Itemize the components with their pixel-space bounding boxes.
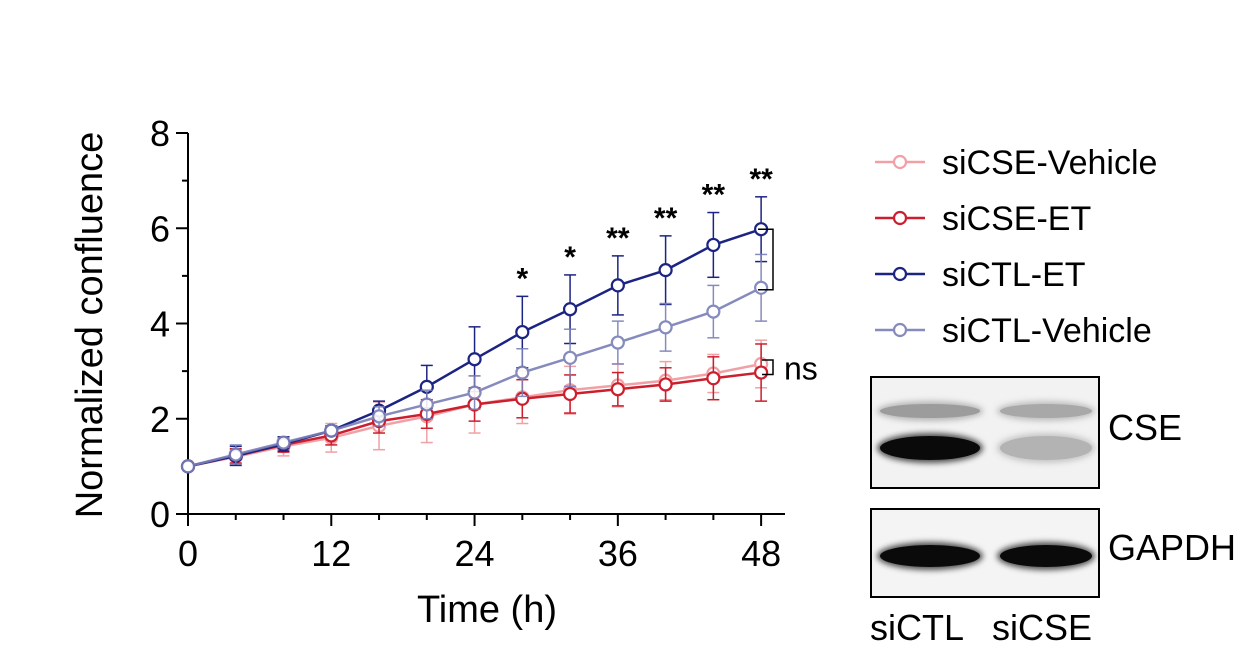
data-point <box>706 371 721 386</box>
western-blot-gapdh <box>870 508 1100 598</box>
bracket-upper <box>758 228 774 291</box>
data-point <box>371 409 387 424</box>
blot-band <box>880 404 980 418</box>
legend-marker <box>892 154 908 170</box>
data-point <box>754 365 769 380</box>
data-point <box>562 386 578 402</box>
lane-label-sicse: siCSE <box>992 607 1093 648</box>
blot-band <box>1000 436 1092 460</box>
legend-label: siCTL-Vehicle <box>942 312 1152 350</box>
y-tick-label: 4 <box>150 304 170 345</box>
western-blot-cse <box>870 376 1100 489</box>
data-point <box>228 447 243 462</box>
legend-item <box>875 210 925 226</box>
data-point <box>610 278 625 293</box>
x-tick-label: 48 <box>741 533 781 574</box>
y-tick-label: 2 <box>150 399 170 440</box>
blot-label-gapdh: GAPDH <box>1108 527 1237 568</box>
x-tick-label: 12 <box>311 533 351 574</box>
significance-marker: * <box>564 241 576 274</box>
legend-marker <box>892 322 908 338</box>
data-point <box>562 350 578 365</box>
significance-marker: ** <box>702 179 726 212</box>
data-point <box>467 385 482 400</box>
data-point <box>419 397 434 412</box>
legend-item <box>875 266 925 282</box>
blot-band <box>880 545 980 567</box>
legend-marker <box>892 210 908 226</box>
y-axis-label: Normalized confluence <box>69 132 111 519</box>
x-tick-label: 36 <box>598 533 638 574</box>
bracket-ns <box>762 359 774 376</box>
legend-marker <box>892 266 908 282</box>
y-tick-label: 6 <box>150 208 170 249</box>
significance-marker: * <box>516 262 528 295</box>
data-point <box>515 365 530 380</box>
legend-label: siCSE-Vehicle <box>942 144 1157 182</box>
data-point <box>754 280 769 295</box>
data-point <box>706 304 721 319</box>
blot-band <box>1000 404 1092 418</box>
blot-band <box>880 436 980 460</box>
x-tick-label: 0 <box>178 533 198 574</box>
legend-label: siCTL-ET <box>942 256 1086 294</box>
legend-label: siCSE-ET <box>942 200 1091 238</box>
series-sictl-vehicle <box>180 253 769 474</box>
significance-marker: ** <box>749 163 773 196</box>
lane-label-sictl: siCTL <box>870 607 965 648</box>
data-point <box>562 302 578 317</box>
y-tick-label: 8 <box>150 113 170 154</box>
x-tick-label: 24 <box>455 533 495 574</box>
data-point <box>276 435 291 450</box>
blot-band <box>1000 545 1092 567</box>
data-point <box>706 237 721 253</box>
x-axis-label: Time (h) <box>417 589 557 631</box>
data-point <box>658 320 673 335</box>
data-point <box>658 263 673 278</box>
significance-marker: ** <box>606 222 630 255</box>
y-tick-label: 0 <box>150 494 170 535</box>
legend-item <box>875 154 925 170</box>
legend: siCSE-Vehicle siCSE-ET siCTL-ET siCTL-Vehic… <box>875 144 1157 350</box>
blot-label-cse: CSE <box>1108 407 1183 448</box>
data-point <box>324 423 339 438</box>
data-point <box>515 324 530 340</box>
data-point <box>610 335 625 350</box>
data-point <box>180 459 196 474</box>
data-point <box>610 382 625 397</box>
bracket-ns-label: ns <box>784 350 818 386</box>
data-point <box>467 352 482 367</box>
data-point <box>658 377 673 392</box>
legend-item <box>875 322 925 338</box>
significance-marker: ** <box>654 202 678 235</box>
